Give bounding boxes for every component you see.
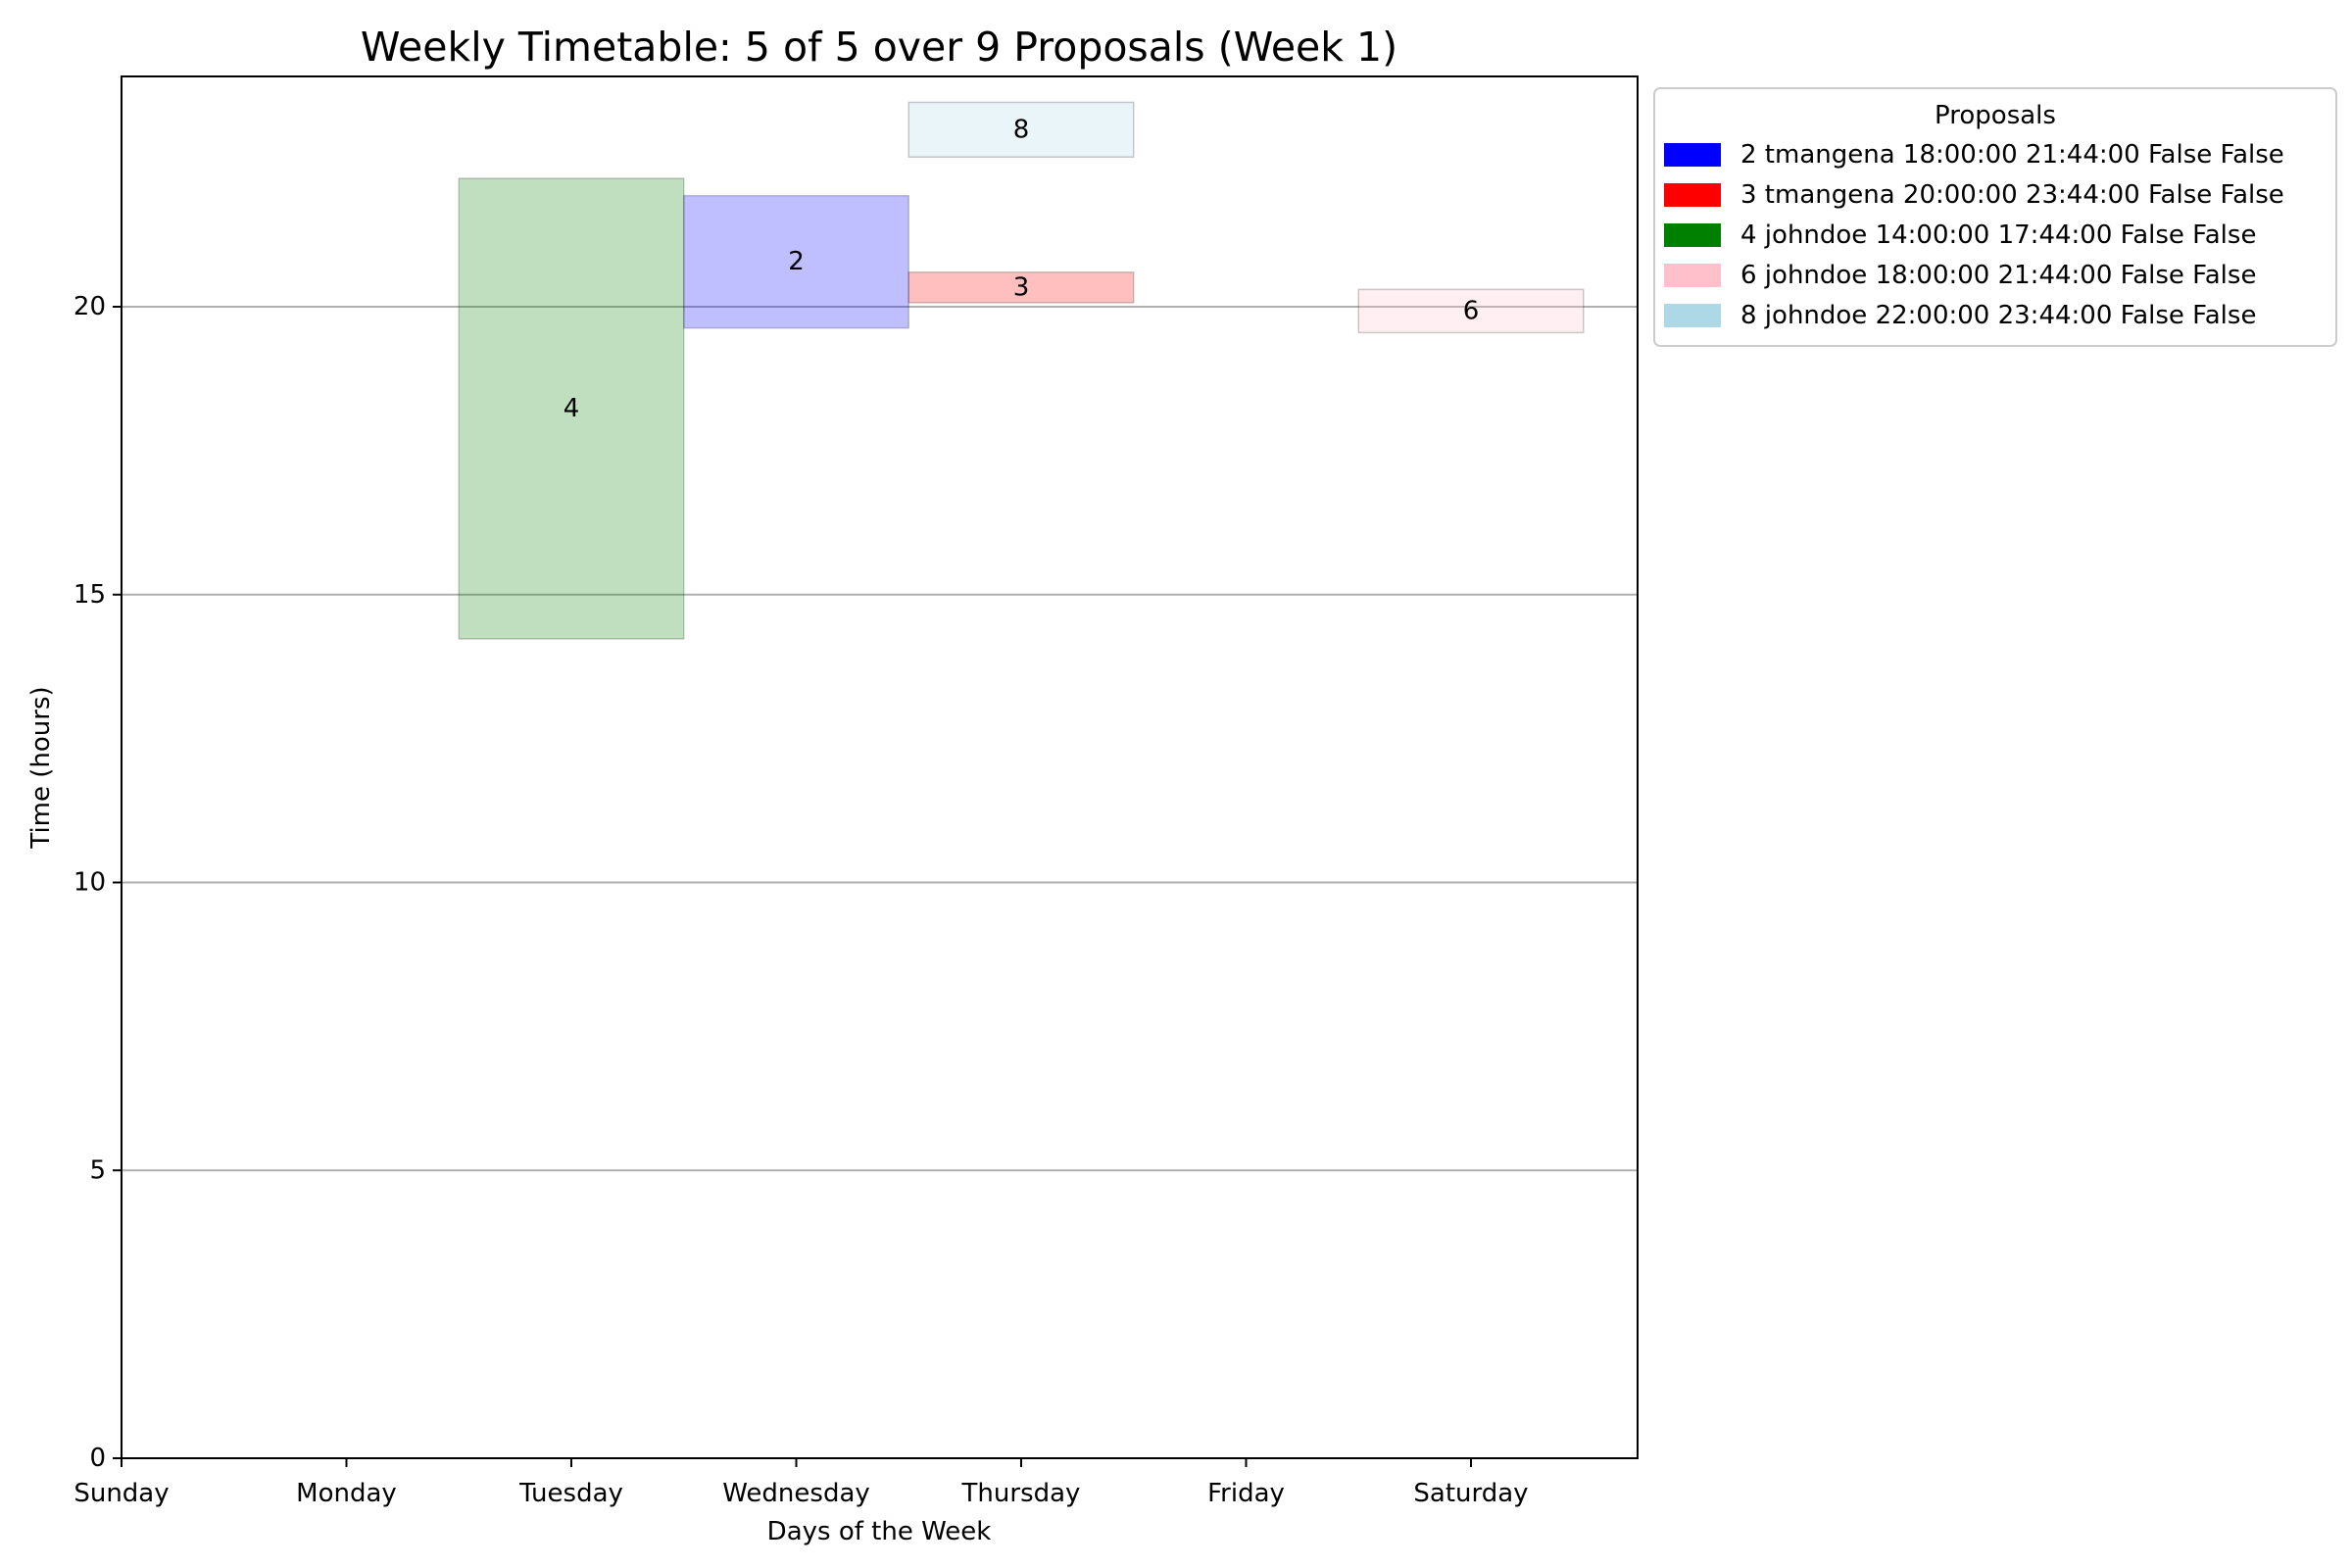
proposal-bar-2 (683, 194, 909, 329)
legend-entry-3: 4 johndoe 14:00:00 17:44:00 False False (1740, 220, 2256, 250)
legend-swatch-4 (1664, 264, 1721, 287)
legend-swatch-1 (1664, 143, 1721, 167)
bar-label-4: 4 (564, 394, 580, 423)
legend-entry-2: 3 tmangena 20:00:00 23:44:00 False False (1740, 180, 2284, 210)
y-tick-label-20: 20 (74, 292, 106, 321)
proposal-bars: 4 2 8 3 6 (458, 101, 1585, 640)
bar-label-8: 8 (1013, 115, 1030, 144)
x-tick-label-sunday: Sunday (74, 1479, 169, 1508)
x-tick-label-wednesday: Wednesday (722, 1479, 870, 1508)
legend-title: Proposals (1935, 101, 2056, 130)
legend-swatch-2 (1664, 183, 1721, 207)
y-tick-label-0: 0 (89, 1444, 106, 1473)
y-axis-label: Time (hours) (26, 686, 56, 849)
proposal-bar-6 (1357, 288, 1585, 334)
proposal-bar-4 (458, 177, 685, 640)
legend-entry-5: 8 johndoe 22:00:00 23:44:00 False False (1740, 301, 2256, 330)
x-tick-label-tuesday: Tuesday (518, 1479, 623, 1508)
legend-entry-4: 6 johndoe 18:00:00 21:44:00 False False (1740, 261, 2256, 290)
y-axis-ticks: 0 5 10 15 20 (74, 292, 122, 1473)
legend-entry-1: 2 tmangena 18:00:00 21:44:00 False False (1740, 140, 2284, 170)
legend-swatch-5 (1664, 304, 1721, 327)
legend: Proposals 2 tmangena 18:00:00 21:44:00 F… (1653, 87, 2337, 347)
x-tick-label-saturday: Saturday (1413, 1479, 1528, 1508)
y-tick-label-5: 5 (89, 1155, 106, 1185)
proposal-bar-3 (907, 271, 1135, 304)
bar-label-3: 3 (1013, 272, 1030, 302)
bar-label-2: 2 (788, 247, 805, 276)
legend-entries: 2 tmangena 18:00:00 21:44:00 False False… (1664, 140, 2284, 330)
x-tick-label-monday: Monday (296, 1479, 397, 1508)
legend-frame (1653, 87, 2337, 347)
x-tick-label-friday: Friday (1207, 1479, 1285, 1508)
x-axis-label: Days of the Week (767, 1517, 992, 1546)
legend-swatch-3 (1664, 223, 1721, 247)
y-tick-label-15: 15 (74, 580, 106, 610)
bar-label-6: 6 (1463, 296, 1480, 325)
x-axis-ticks: Sunday Monday Tuesday Wednesday Thursday Frid… (74, 1458, 1529, 1508)
y-gridlines (122, 306, 1638, 1172)
x-tick-label-thursday: Thursday (961, 1479, 1081, 1508)
y-tick-label-10: 10 (74, 868, 106, 898)
proposal-bar-8 (907, 101, 1135, 158)
chart-title: Weekly Timetable: 5 of 5 over 9 Proposal… (361, 24, 1397, 71)
plot-frame (121, 75, 1639, 1459)
